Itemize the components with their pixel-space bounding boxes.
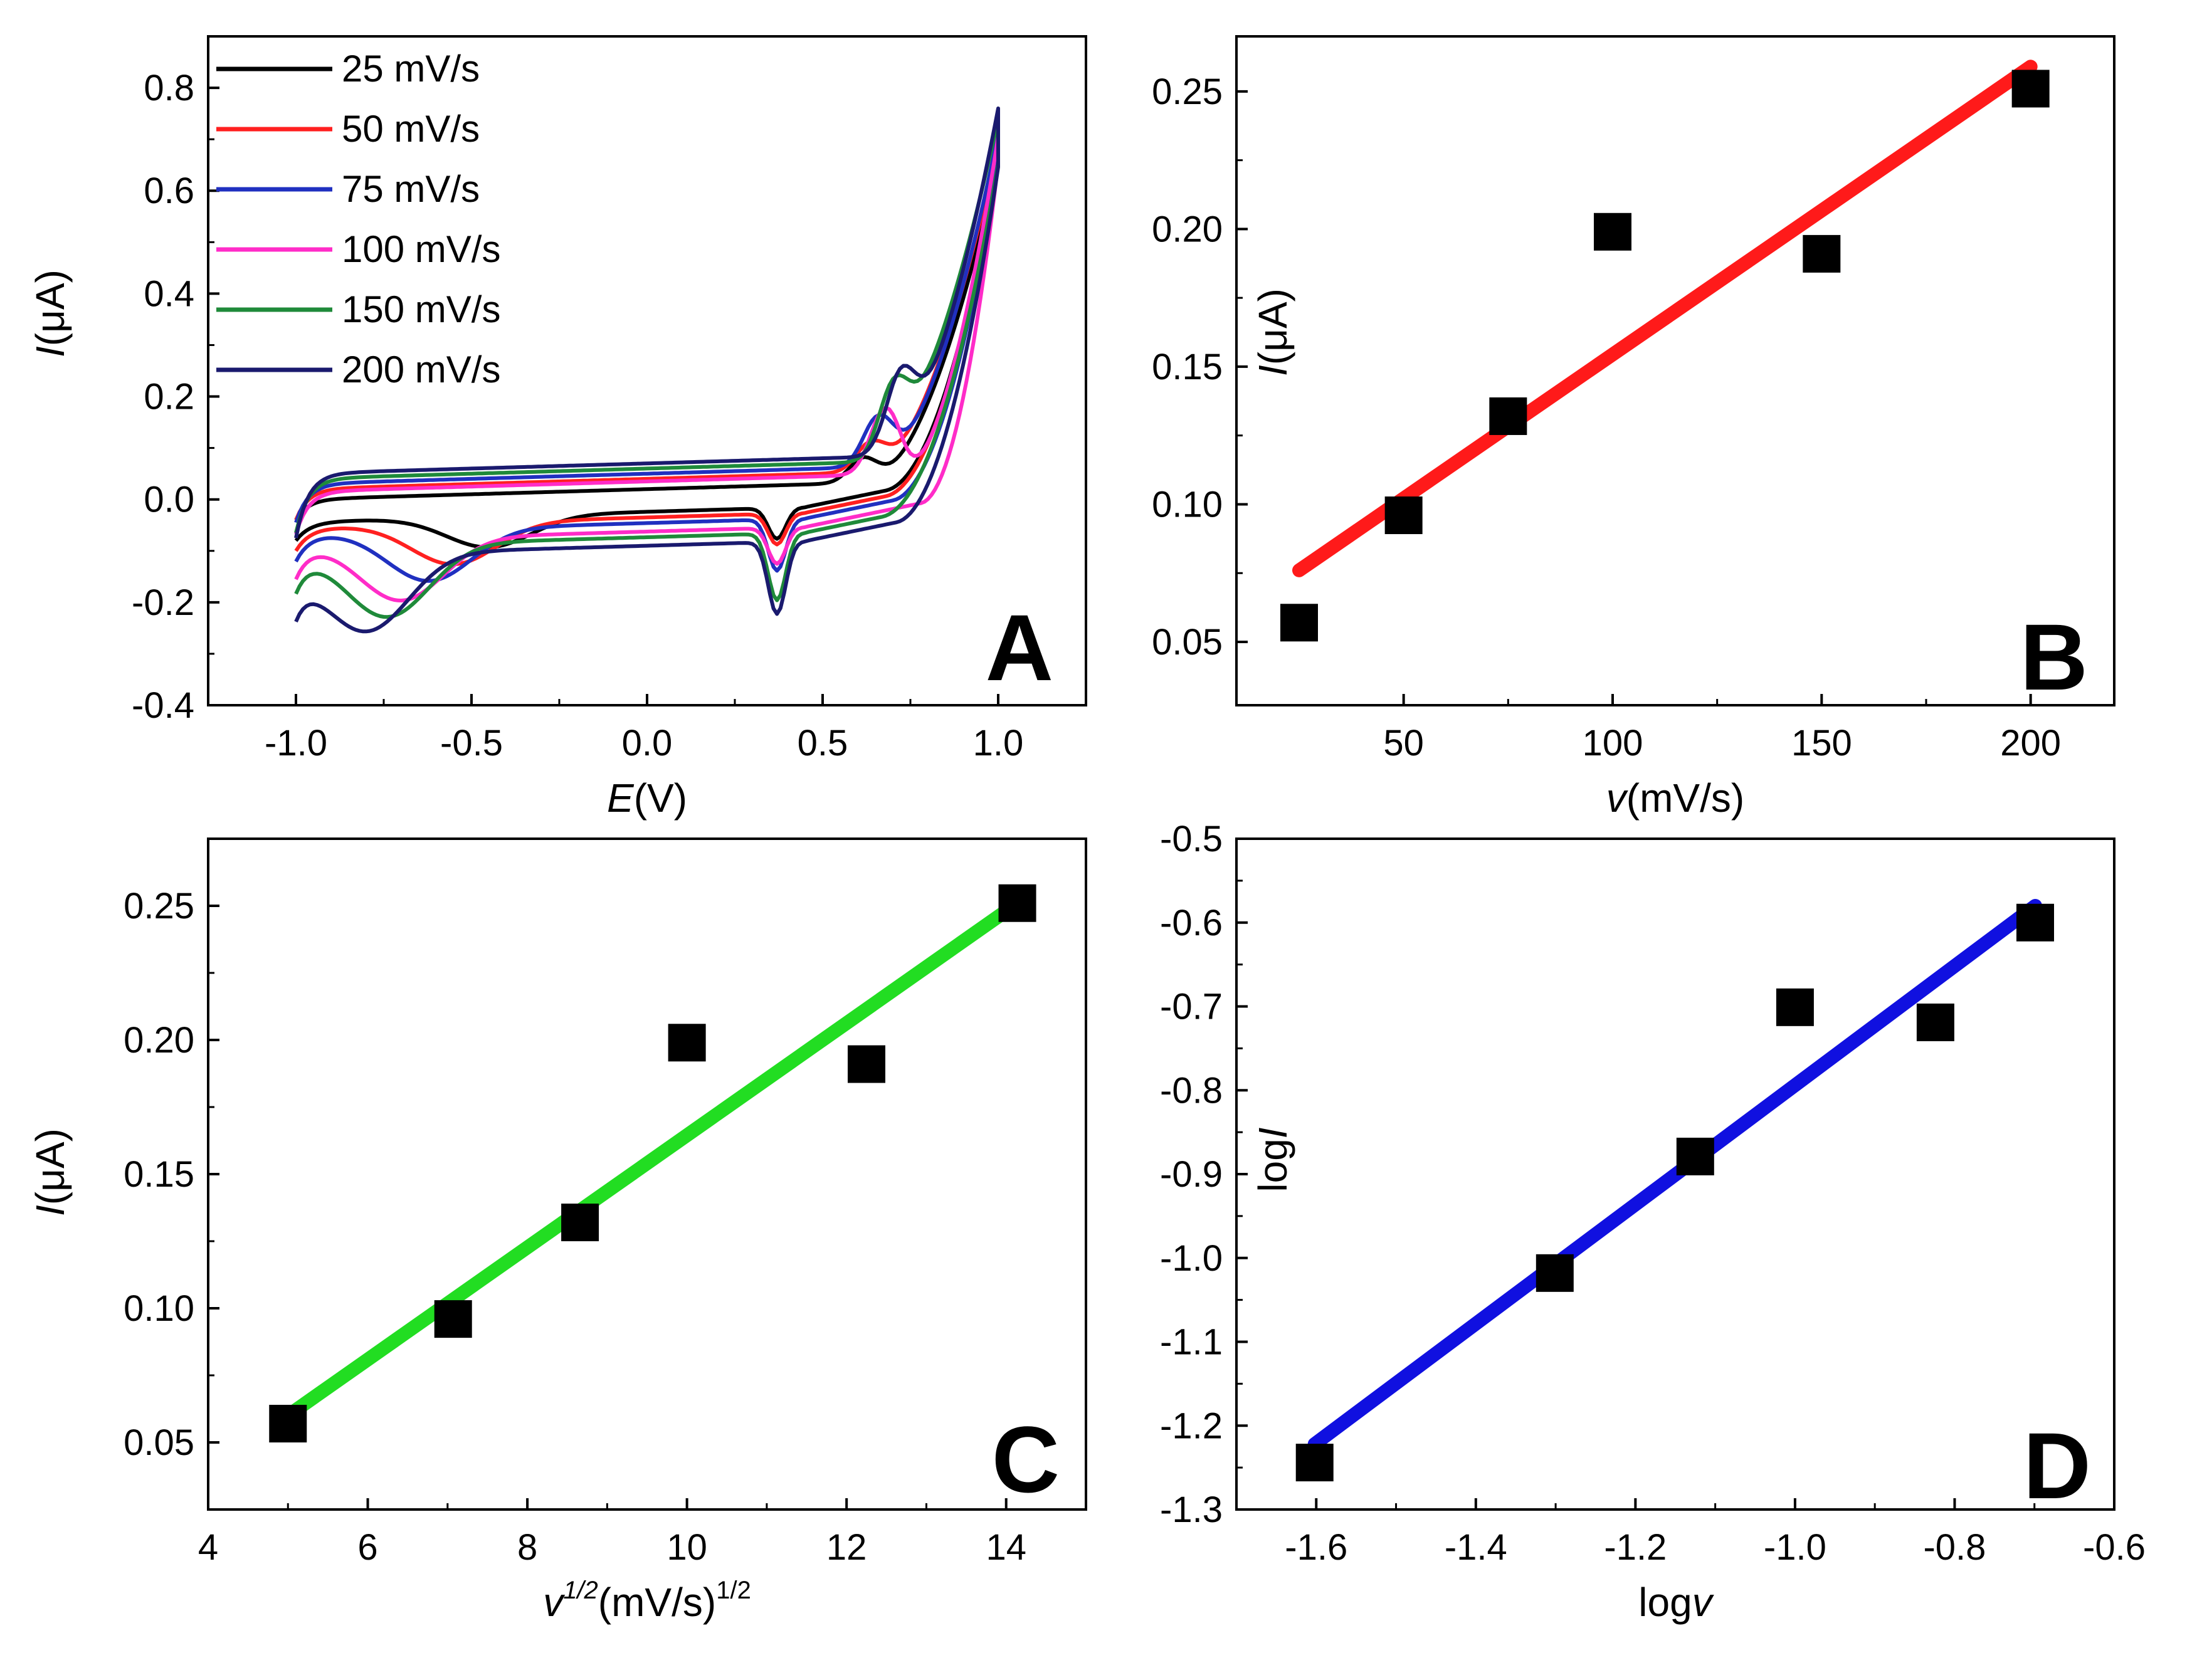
x-tick-label: 100 <box>1583 723 1643 764</box>
cv-curve-200-mv-s <box>294 106 1000 634</box>
x-tick-label: 200 <box>2000 723 2061 764</box>
x-tick-label: 14 <box>986 1527 1026 1568</box>
axes-frame <box>1235 35 2115 706</box>
data-point <box>2011 70 2050 108</box>
fit-line <box>281 896 1025 1423</box>
legend-label: 25 mV/s <box>342 48 480 90</box>
y-tick-label: 0.25 <box>1152 71 1223 112</box>
x-tick-label: 0.5 <box>798 723 848 764</box>
fit-line <box>1292 60 2038 577</box>
data-point <box>1916 1003 1954 1041</box>
data-point <box>2016 903 2054 942</box>
legend-label: 200 mV/s <box>342 349 500 391</box>
data-point <box>561 1204 599 1242</box>
y-tick-label: -1.1 <box>1160 1322 1223 1363</box>
y-axis-label: I(μA) <box>28 270 73 357</box>
y-tick-label: 0.8 <box>144 68 194 108</box>
panel-d: -1.6 -1.4 -1.2 -1.0 -0.8 -0.6 -1.3 -1.2 -1.1 -1.0… <box>1160 819 2146 1625</box>
y-tick-label: -0.8 <box>1160 1070 1223 1111</box>
panel-b: 50 100 150 200 0.05 0.10 0.15 0.20 0.25 v(mV/s) I(… <box>1152 35 2115 821</box>
panel-label: A <box>986 595 1053 700</box>
x-tick-label: -1.0 <box>1764 1527 1826 1568</box>
legend-label: 75 mV/s <box>342 168 480 210</box>
legend-label: 50 mV/s <box>342 108 480 150</box>
legend-label: 100 mV/s <box>342 228 500 270</box>
panel-label: C <box>992 1407 1060 1512</box>
x-tick-label: 1.0 <box>973 723 1024 764</box>
x-tick-label: 4 <box>198 1527 218 1568</box>
y-tick-label: 0.4 <box>144 273 194 314</box>
panel-a: -1.0 -0.5 0.0 0.5 1.0 -0.4 -0.2 0.0 0.2 0.4 0.6 0.8… <box>28 35 1087 821</box>
y-tick-label: -0.4 <box>132 685 194 726</box>
y-axis-label: logI <box>1250 1127 1295 1192</box>
y-tick-label: 0.10 <box>1152 484 1223 525</box>
y-tick-label: -0.5 <box>1160 819 1223 859</box>
y-tick-label: -0.7 <box>1160 987 1223 1027</box>
x-axis-label: v(mV/s) <box>1606 775 1744 821</box>
y-tick-label: -0.9 <box>1160 1154 1223 1195</box>
y-tick-label: 0.2 <box>144 377 194 417</box>
data-point <box>998 884 1036 922</box>
data-point <box>434 1300 472 1338</box>
y-tick-label: 0.25 <box>124 886 194 927</box>
data-point <box>1295 1444 1334 1482</box>
panel-label: B <box>2020 604 2088 710</box>
x-tick-label: 50 <box>1383 723 1424 764</box>
x-tick-label: -0.5 <box>440 723 503 764</box>
y-tick-label: 0.05 <box>124 1422 194 1463</box>
data-point <box>668 1024 706 1062</box>
y-tick-label: -0.6 <box>1160 903 1223 943</box>
x-tick-label: -1.6 <box>1285 1527 1347 1568</box>
y-tick-label: 0.05 <box>1152 622 1223 663</box>
x-tick-label: -0.8 <box>1923 1527 1986 1568</box>
y-tick-label: 0.20 <box>124 1020 194 1061</box>
x-tick-label: 6 <box>357 1527 377 1568</box>
x-tick-label: 8 <box>517 1527 537 1568</box>
x-tick-label: -0.6 <box>2083 1527 2146 1568</box>
y-axis-label: I(μA) <box>1250 288 1295 376</box>
plot-area <box>269 884 1036 1443</box>
y-tick-label: -1.0 <box>1160 1238 1223 1279</box>
data-point <box>848 1045 885 1083</box>
y-tick-label: -1.2 <box>1160 1405 1223 1446</box>
plot-area <box>294 106 1000 634</box>
legend-label: 150 mV/s <box>342 288 500 330</box>
data-point <box>269 1405 307 1443</box>
x-tick-label: -1.0 <box>265 723 327 764</box>
y-tick-label: 0.6 <box>144 171 194 211</box>
data-point <box>1384 496 1423 535</box>
fit-line <box>1307 899 2042 1451</box>
x-tick-label: -1.2 <box>1604 1527 1667 1568</box>
x-tick-label: 12 <box>826 1527 867 1568</box>
x-axis-label: logv <box>1638 1580 1714 1625</box>
y-tick-label: 0.15 <box>1152 347 1223 387</box>
panel-label: D <box>2023 1413 2091 1518</box>
panel-c: 4 6 8 10 12 14 0.05 0.10 0.15 0.20 0.25 v1/2(mV/s)1… <box>28 837 1087 1625</box>
y-tick-label: 0.20 <box>1152 209 1223 249</box>
data-point <box>1594 213 1631 251</box>
data-point <box>1676 1137 1714 1175</box>
data-point <box>1280 604 1318 642</box>
data-point <box>1489 397 1527 435</box>
y-tick-label: 0.10 <box>124 1288 194 1329</box>
x-axis-label: E(V) <box>607 775 687 821</box>
x-tick-label: 150 <box>1791 723 1852 764</box>
data-point <box>1776 988 1814 1026</box>
legend: 25 mV/s 50 mV/s 75 mV/s 100 mV/s 150 mV/s 200… <box>216 48 500 391</box>
y-tick-label: 0.15 <box>124 1154 194 1195</box>
y-tick-label: 0.0 <box>144 480 194 520</box>
plot-area <box>1295 899 2054 1482</box>
data-point <box>1536 1254 1574 1292</box>
x-tick-label: 10 <box>666 1527 707 1568</box>
y-tick-label: -0.2 <box>132 582 194 623</box>
x-axis-label: v1/2(mV/s)1/2 <box>543 1577 751 1625</box>
plot-area <box>1280 60 2050 642</box>
y-tick-label: -1.3 <box>1160 1489 1223 1530</box>
x-tick-label: -1.4 <box>1445 1527 1507 1568</box>
x-tick-label: 0.0 <box>622 723 673 764</box>
data-point <box>1803 234 1841 273</box>
y-axis-label: I(μA) <box>28 1128 73 1216</box>
